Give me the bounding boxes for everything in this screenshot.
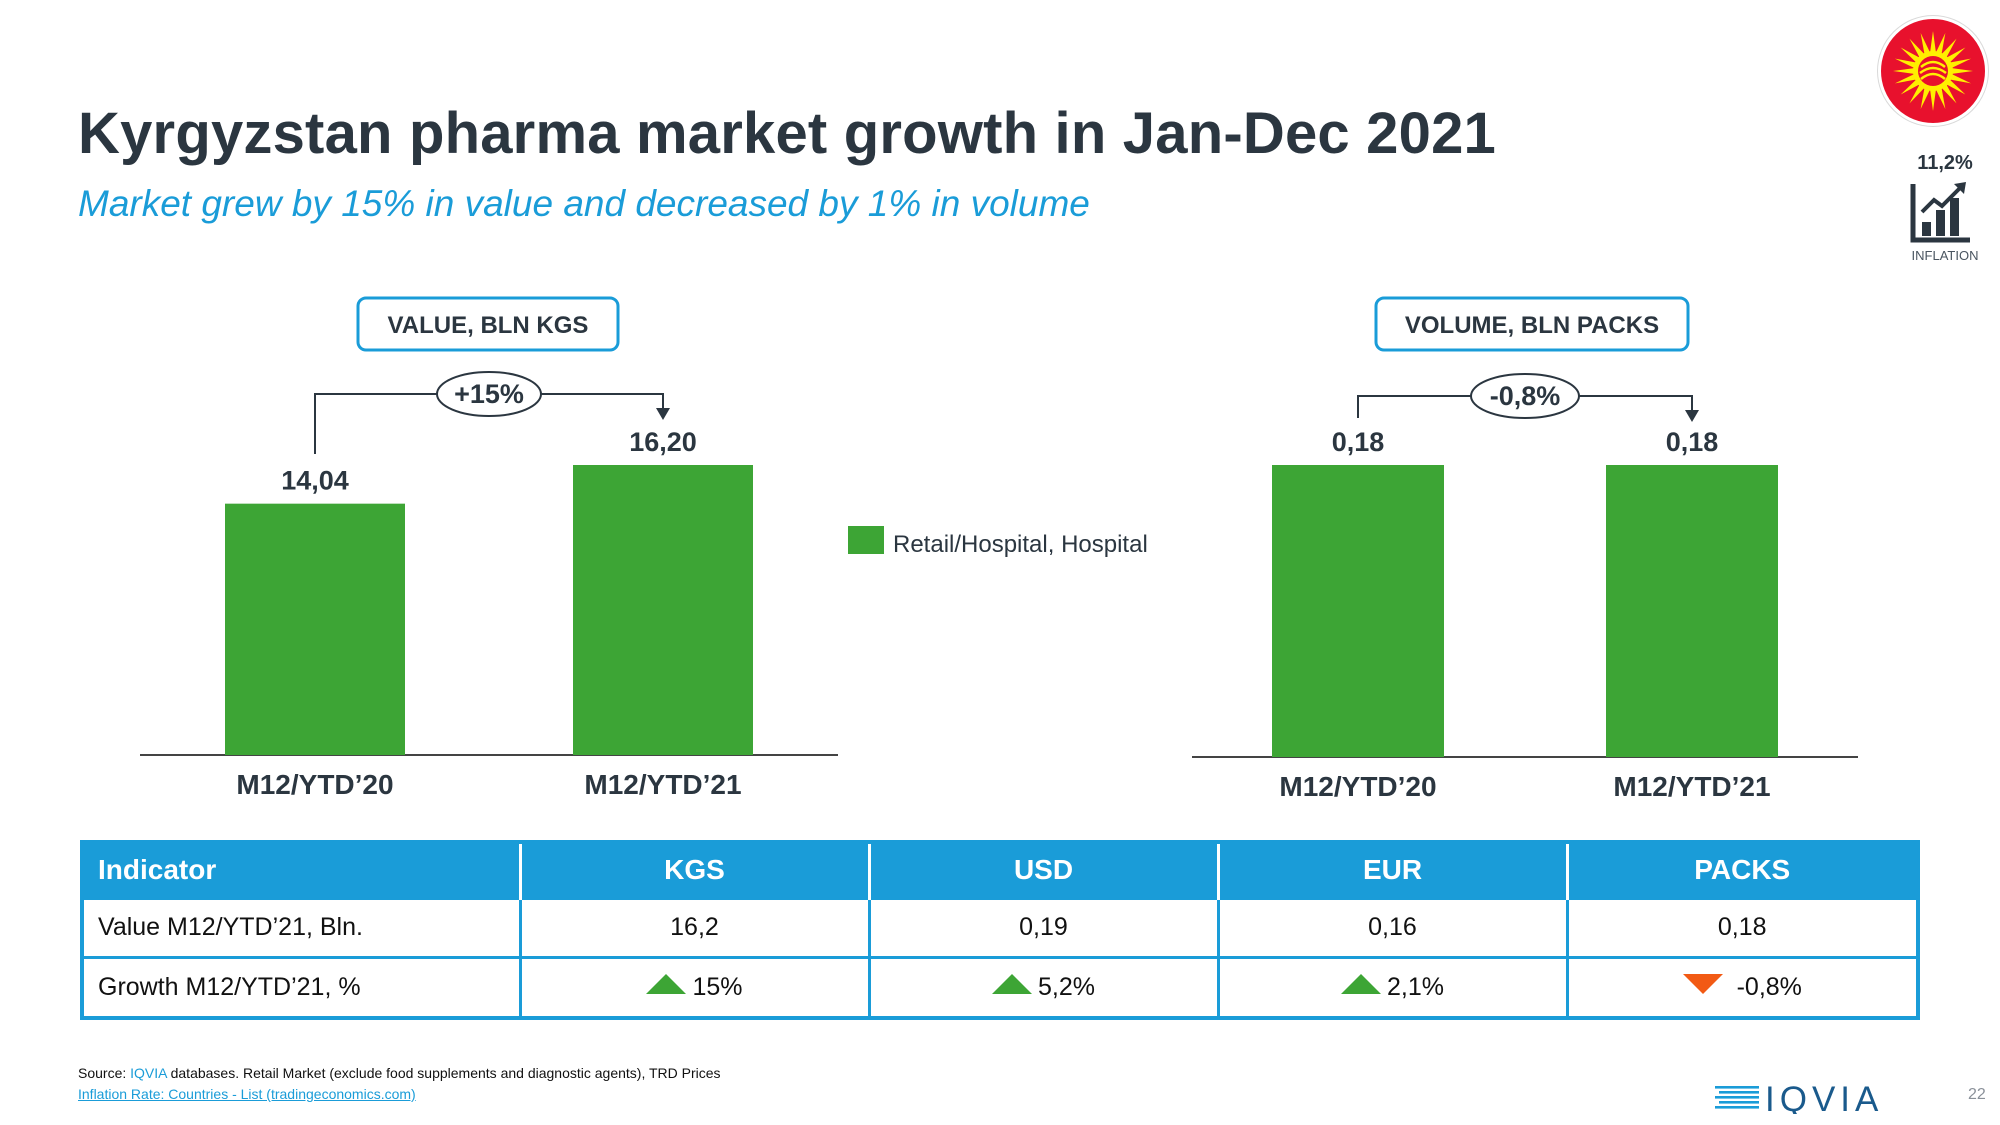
volume-growth-bubble	[1470, 373, 1580, 419]
down-arrow-icon	[1682, 973, 1723, 994]
table-row: Growth M12/YTD’21, % 15% 5,2% 2,1% -0,8%	[84, 955, 1916, 1016]
cell-growth-usd: 5,2%	[869, 955, 1220, 1016]
value-data-label: 16,20	[629, 427, 697, 457]
volume-chart: VOLUME, BLN PACKS 0,18 M12/YTD’20 0,18 M12/…	[1192, 296, 1858, 802]
legend-label: Retail/Hospital, Hospital	[893, 531, 1148, 558]
cell-growth-packs: -0,8%	[1567, 955, 1916, 1016]
cell-value-usd: 0,19	[869, 896, 1220, 957]
page-subtitle: Market grew by 15% in value and decrease…	[78, 183, 1090, 224]
inflation-value: 11,2%	[1917, 152, 1973, 174]
value-data-label: 14,04	[281, 466, 349, 496]
growth-kgs-value: 15%	[692, 972, 743, 1001]
volume-data-label: 0,18	[1666, 427, 1719, 457]
value-tick-label: M12/YTD’20	[236, 769, 393, 800]
source-text: databases. Retail Market (exclude food s…	[166, 1065, 721, 1081]
volume-bar	[1606, 465, 1778, 757]
growth-eur-value: 2,1%	[1387, 972, 1444, 1001]
up-arrow-icon	[992, 973, 1032, 994]
value-tick-label: M12/YTD’21	[584, 769, 741, 800]
charts-area: VALUE, BLN KGS 14,04 M12/YTD’20 16,20 M12/Y…	[140, 296, 1858, 802]
inflation-rate-link[interactable]: Inflation Rate: Countries - List (tradin…	[78, 1086, 416, 1102]
header-indicator: Indicator	[84, 844, 522, 898]
value-chart-title-box	[356, 296, 620, 352]
header-usd: USD	[869, 844, 1220, 898]
value-bar	[573, 465, 753, 755]
source-prefix: Source:	[78, 1065, 131, 1081]
value-bar	[225, 503, 405, 755]
header-kgs: KGS	[520, 844, 871, 898]
legend-swatch	[848, 526, 884, 554]
header-packs: PACKS	[1567, 844, 1916, 898]
volume-growth-arrowhead	[1685, 410, 1699, 422]
table-row: Value M12/YTD’21, Bln. 16,2 0,19 0,16 0,…	[84, 896, 1916, 957]
logo-text: IQVIA	[1765, 1080, 1883, 1114]
header-eur: EUR	[1218, 844, 1569, 898]
page-number: 22	[1968, 1086, 1986, 1103]
cell-growth-eur: 2,1%	[1218, 955, 1569, 1016]
bar-chart-growth-icon	[1910, 182, 1970, 243]
page-title: Kyrgyzstan pharma market growth in Jan-D…	[78, 101, 1496, 166]
up-arrow-icon	[1341, 973, 1381, 994]
value-growth-label: +15%	[454, 379, 524, 409]
value-chart: VALUE, BLN KGS 14,04 M12/YTD’20 16,20 M12/Y…	[140, 296, 1148, 800]
volume-chart-title: VOLUME, BLN PACKS	[1405, 312, 1659, 339]
value-growth-bubble	[436, 371, 542, 417]
row-label-growth: Growth M12/YTD’21, %	[84, 955, 522, 1016]
inflation-label: INFLATION	[1911, 248, 1979, 263]
cell-value-eur: 0,16	[1218, 896, 1569, 957]
source-brand: IQVIA	[130, 1065, 167, 1081]
volume-tick-label: M12/YTD’21	[1613, 771, 1770, 802]
cell-value-packs: 0,18	[1567, 896, 1916, 957]
source-note: Source: IQVIA databases. Retail Market (…	[78, 1065, 721, 1081]
up-arrow-icon	[646, 973, 687, 994]
volume-chart-title-box	[1374, 296, 1690, 352]
row-label-value: Value M12/YTD’21, Bln.	[84, 896, 522, 957]
value-growth-arrowhead	[656, 408, 670, 420]
growth-usd-value: 5,2%	[1038, 972, 1095, 1001]
volume-growth-label: -0,8%	[1490, 381, 1561, 411]
volume-tick-label: M12/YTD’20	[1279, 771, 1436, 802]
table-header-row: Indicator KGS USD EUR PACKS	[84, 844, 1916, 898]
indicators-table: Indicator KGS USD EUR PACKS Value M12/YT…	[80, 840, 1920, 1020]
cell-growth-kgs: 15%	[520, 955, 871, 1016]
value-chart-title: VALUE, BLN KGS	[388, 312, 589, 339]
growth-packs-value: -0,8%	[1736, 972, 1802, 1001]
iqvia-logo: IQVIA	[1715, 1080, 1883, 1114]
volume-bar	[1272, 465, 1444, 757]
kyrgyzstan-flag-icon	[1878, 16, 1988, 126]
cell-value-kgs: 16,2	[520, 896, 871, 957]
volume-data-label: 0,18	[1332, 427, 1385, 457]
